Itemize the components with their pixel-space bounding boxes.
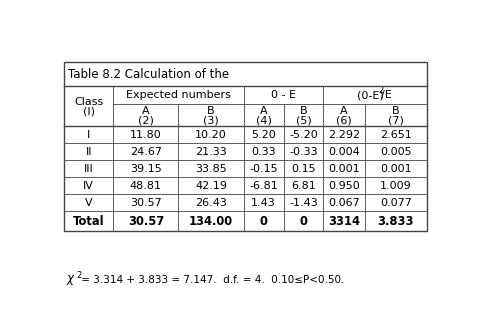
Text: B: B <box>207 106 215 116</box>
Text: I: I <box>87 130 91 139</box>
Text: (0-E): (0-E) <box>357 90 384 100</box>
Text: IV: IV <box>83 181 94 190</box>
Text: 0.15: 0.15 <box>291 164 316 174</box>
Text: 3314: 3314 <box>328 215 360 228</box>
Text: (7): (7) <box>388 115 404 125</box>
Text: -1.43: -1.43 <box>289 198 318 208</box>
Text: 33.85: 33.85 <box>195 164 227 174</box>
Text: (5): (5) <box>296 115 311 125</box>
Text: A: A <box>142 106 149 116</box>
Text: III: III <box>84 164 94 174</box>
Text: (6): (6) <box>336 115 352 125</box>
Text: Table 8.2 Calculation of the: Table 8.2 Calculation of the <box>68 68 233 81</box>
Text: 42.19: 42.19 <box>195 181 227 190</box>
Text: A: A <box>341 106 348 116</box>
Text: B: B <box>300 106 307 116</box>
Text: 26.43: 26.43 <box>195 198 227 208</box>
Text: 30.57: 30.57 <box>130 198 162 208</box>
Text: 2.292: 2.292 <box>328 130 360 139</box>
Text: 1.43: 1.43 <box>251 198 276 208</box>
Text: 3.833: 3.833 <box>377 215 414 228</box>
Text: 6.81: 6.81 <box>291 181 316 190</box>
Text: 0.950: 0.950 <box>328 181 360 190</box>
Text: 10.20: 10.20 <box>195 130 227 139</box>
Text: 2.651: 2.651 <box>380 130 412 139</box>
Text: -5.20: -5.20 <box>289 130 318 139</box>
Text: Total: Total <box>73 215 104 228</box>
Text: 0.001: 0.001 <box>329 164 360 174</box>
Text: 0.005: 0.005 <box>380 147 411 157</box>
Text: 5.20: 5.20 <box>251 130 276 139</box>
Text: 0.004: 0.004 <box>328 147 360 157</box>
Text: 0.077: 0.077 <box>380 198 412 208</box>
Text: -0.15: -0.15 <box>249 164 278 174</box>
Text: = 3.314 + 3.833 = 7.147.  d.f. = 4.  0.10≤P<0.50.: = 3.314 + 3.833 = 7.147. d.f. = 4. 0.10≤… <box>79 275 345 285</box>
Text: 0.067: 0.067 <box>328 198 360 208</box>
Text: 0: 0 <box>299 215 308 228</box>
Text: 11.80: 11.80 <box>130 130 162 139</box>
Text: Expected numbers: Expected numbers <box>126 90 231 100</box>
Text: 2: 2 <box>378 86 384 95</box>
Text: -0.33: -0.33 <box>289 147 318 157</box>
Text: (I): (I) <box>83 106 95 116</box>
Text: 2: 2 <box>76 270 81 280</box>
Text: 1.009: 1.009 <box>380 181 412 190</box>
Text: 39.15: 39.15 <box>130 164 162 174</box>
Text: A: A <box>260 106 267 116</box>
Text: 0.001: 0.001 <box>380 164 411 174</box>
Text: (4): (4) <box>256 115 272 125</box>
Text: 0.33: 0.33 <box>251 147 276 157</box>
Text: /E: /E <box>381 90 392 100</box>
Text: Class: Class <box>74 96 103 107</box>
Text: 21.33: 21.33 <box>195 147 227 157</box>
Text: V: V <box>85 198 92 208</box>
Bar <box>64 62 427 231</box>
Text: (2): (2) <box>138 115 154 125</box>
Text: 0: 0 <box>260 215 268 228</box>
Text: 134.00: 134.00 <box>189 215 233 228</box>
Text: -6.81: -6.81 <box>249 181 278 190</box>
Text: $\it{\chi}$: $\it{\chi}$ <box>66 273 76 287</box>
Text: B: B <box>392 106 399 116</box>
Text: 48.81: 48.81 <box>130 181 162 190</box>
Text: 24.67: 24.67 <box>130 147 162 157</box>
Text: 0 - E: 0 - E <box>271 90 296 100</box>
Text: II: II <box>86 147 92 157</box>
Text: (3): (3) <box>203 115 219 125</box>
Text: 30.57: 30.57 <box>128 215 164 228</box>
